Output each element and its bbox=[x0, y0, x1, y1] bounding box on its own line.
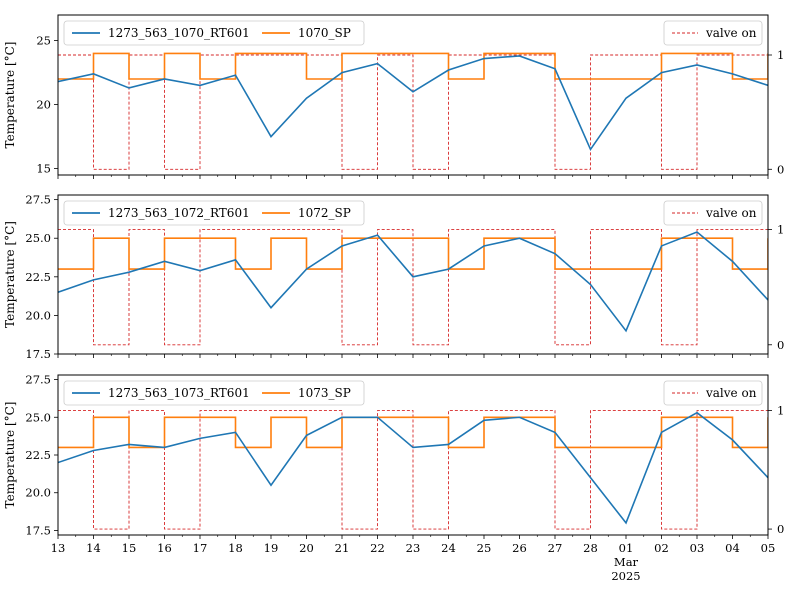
x-tick-label: 24 bbox=[441, 541, 456, 555]
y-tick-label: 25 bbox=[36, 34, 51, 48]
x-tick-label: 17 bbox=[193, 541, 208, 555]
legend-left bbox=[63, 20, 365, 46]
x-tick-label: 02 bbox=[654, 541, 669, 555]
y-tick-label: 20 bbox=[36, 98, 51, 112]
panel-1: 15 20 25 0 1 Temperature [°C] 1273_563_1070_RT… bbox=[3, 14, 784, 179]
x-tick-label: 13 bbox=[51, 541, 66, 555]
x-tick-label: 27 bbox=[548, 541, 563, 555]
series-temperature bbox=[58, 411, 768, 525]
x-tick-label: 21 bbox=[335, 541, 350, 555]
y-axis-label: Temperature [°C] bbox=[3, 42, 17, 149]
plot-area bbox=[58, 229, 768, 346]
x-tick-label: 15 bbox=[122, 541, 137, 555]
x-tick-label: 03 bbox=[690, 541, 705, 555]
x-tick-label: 14 bbox=[86, 541, 101, 555]
x-tick-label: 04 bbox=[725, 541, 740, 555]
x-tick-label: 26 bbox=[512, 541, 527, 555]
y-tick-label: 17.5 bbox=[25, 347, 51, 361]
y-axis-label: Temperature [°C] bbox=[3, 402, 17, 509]
y-tick-label: 17.5 bbox=[25, 523, 51, 537]
x-tick-label: 25 bbox=[477, 541, 492, 555]
y2-tick-label: 1 bbox=[777, 223, 784, 237]
y-tick-label: 22.5 bbox=[25, 448, 51, 462]
legend-label-temperature: 1273_563_1073_RT601 bbox=[108, 386, 250, 400]
y-tick-label: 27.5 bbox=[25, 193, 51, 207]
y-tick-label: 15 bbox=[36, 162, 51, 176]
series-setpoint bbox=[58, 52, 768, 80]
plot-area bbox=[58, 410, 768, 530]
y-axis-label: Temperature [°C] bbox=[3, 221, 17, 328]
x-tick-label: 18 bbox=[228, 541, 243, 555]
y2-tick-label: 0 bbox=[777, 162, 784, 176]
legend-label-setpoint: 1070_SP bbox=[298, 26, 351, 40]
x-tick-label: 01 bbox=[619, 541, 634, 555]
legend-right bbox=[663, 20, 763, 46]
y-tick-label: 20.0 bbox=[25, 308, 51, 322]
legend-label-valve: valve on bbox=[705, 386, 757, 400]
plot-area bbox=[58, 52, 768, 170]
legend-label-temperature: 1273_563_1070_RT601 bbox=[108, 26, 250, 40]
series-temperature bbox=[58, 231, 768, 333]
y2-tick-label: 0 bbox=[777, 522, 784, 536]
series-setpoint bbox=[58, 237, 768, 270]
y-tick-label: 22.5 bbox=[25, 270, 51, 284]
y2-tick-label: 0 bbox=[777, 338, 784, 352]
series-valve-on bbox=[58, 410, 768, 530]
legend-left bbox=[63, 380, 365, 406]
legend-label-setpoint: 1073_SP bbox=[298, 386, 351, 400]
x-tick-year: 2025 bbox=[611, 569, 640, 583]
x-tick-label: 22 bbox=[370, 541, 385, 555]
legend-label-temperature: 1273_563_1072_RT601 bbox=[108, 206, 250, 220]
x-tick-label: 20 bbox=[299, 541, 314, 555]
x-tick-label: 23 bbox=[406, 541, 421, 555]
y-tick-label: 25.0 bbox=[25, 410, 51, 424]
y-tick-label: 25.0 bbox=[25, 231, 51, 245]
x-tick-label: 28 bbox=[583, 541, 598, 555]
y-tick-label: 27.5 bbox=[25, 373, 51, 387]
series-temperature bbox=[58, 55, 768, 152]
legend-label-valve: valve on bbox=[705, 206, 757, 220]
legend-label-valve: valve on bbox=[705, 26, 757, 40]
x-tick-label: 19 bbox=[264, 541, 279, 555]
x-tick-month: Mar bbox=[614, 555, 639, 569]
y-tick-label: 20.0 bbox=[25, 486, 51, 500]
y2-tick-label: 1 bbox=[777, 404, 784, 418]
legend-right bbox=[663, 380, 763, 406]
legend-label-setpoint: 1072_SP bbox=[298, 206, 351, 220]
legend-right bbox=[663, 200, 763, 226]
panel-2: 17.5 20.0 22.5 25.0 27.5 0 1 Temperature [°C] 12… bbox=[3, 193, 784, 361]
y2-tick-label: 1 bbox=[777, 48, 784, 62]
x-tick-label: 16 bbox=[157, 541, 172, 555]
x-tick-label: 05 bbox=[761, 541, 776, 555]
series-valve-on bbox=[58, 54, 768, 170]
legend-left bbox=[63, 200, 365, 226]
